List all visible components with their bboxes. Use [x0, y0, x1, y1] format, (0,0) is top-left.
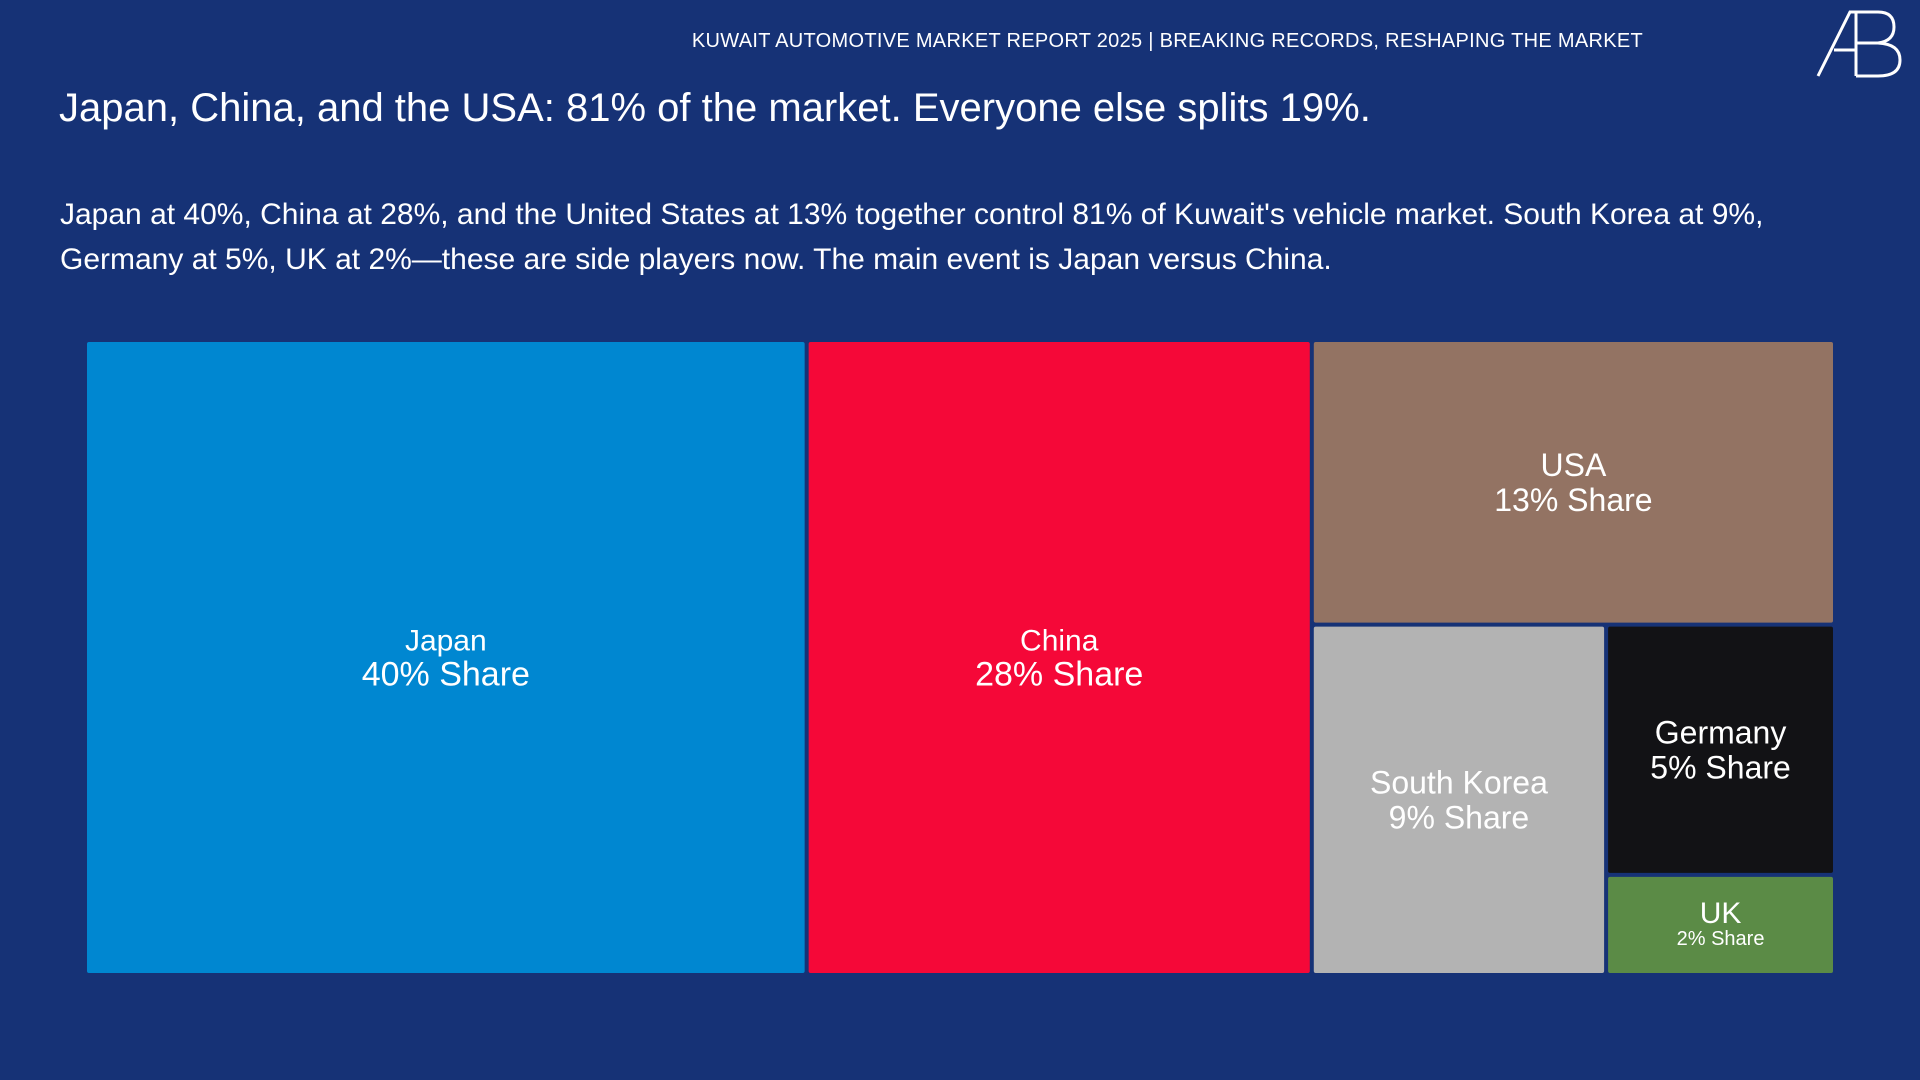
treemap-cell-uk: UK2% Share [1608, 876, 1833, 973]
treemap-rect-china [808, 342, 1310, 973]
treemap-rect-south-korea [1313, 626, 1605, 973]
treemap-rect-usa [1313, 342, 1833, 623]
logo-a-shape [1816, 10, 1858, 77]
ab-logo-icon [1816, 10, 1902, 78]
description: Japan at 40%, China at 28%, and the Unit… [60, 198, 1764, 276]
headline: Japan, China, and the USA: 81% of the ma… [59, 86, 1371, 130]
treemap-rect-germany [1608, 626, 1833, 873]
treemap-rect-japan [87, 342, 805, 973]
logo-b-shape [1856, 10, 1902, 78]
treemap-rect-uk [1608, 876, 1833, 973]
report-title: KUWAIT AUTOMOTIVE MARKET REPORT 2025 | B… [691, 30, 1643, 52]
